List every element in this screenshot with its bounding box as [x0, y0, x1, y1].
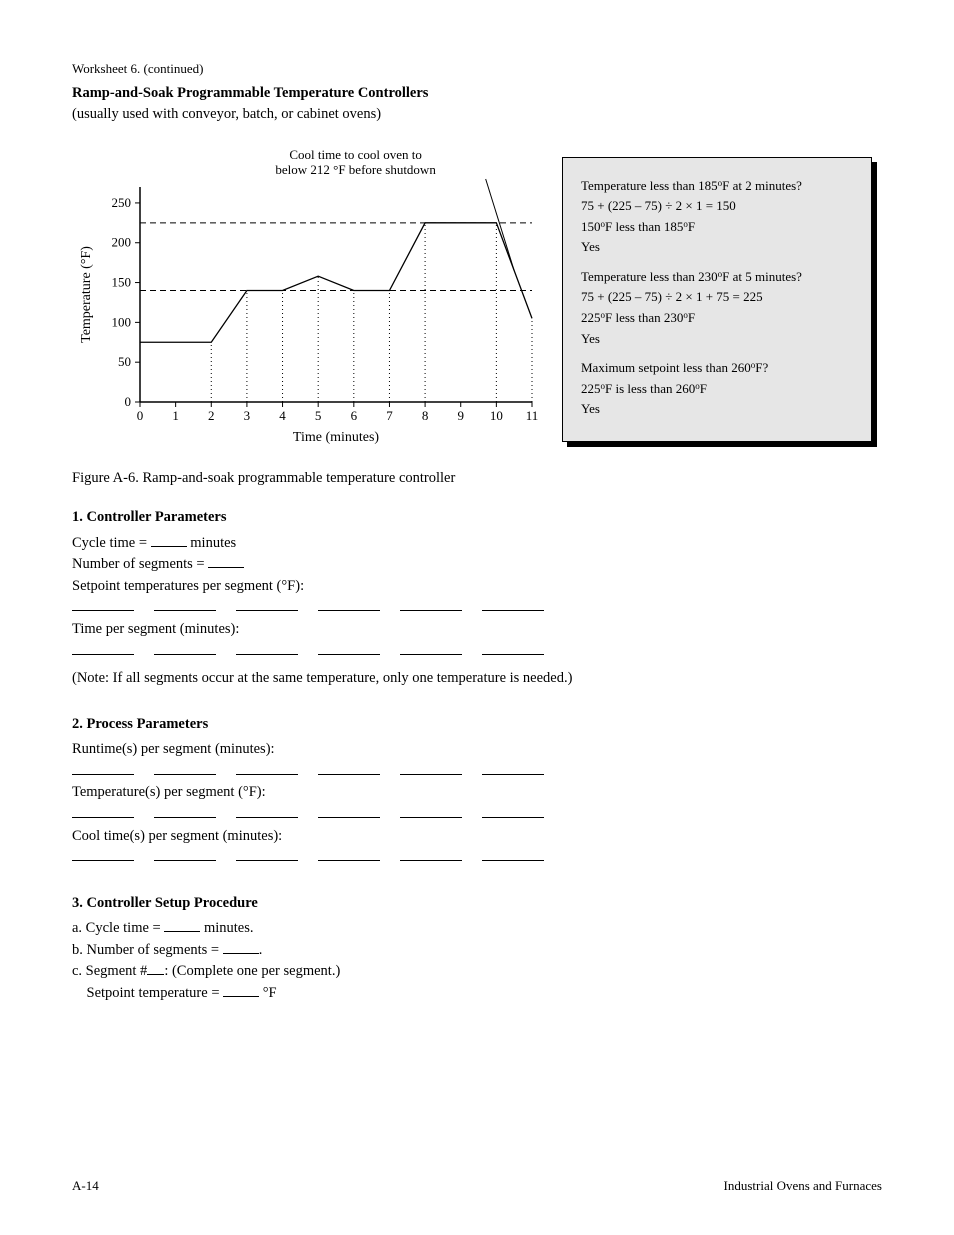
- blank-sp-6[interactable]: [482, 610, 544, 611]
- svg-text:2: 2: [208, 408, 215, 423]
- svg-text:9: 9: [457, 408, 464, 423]
- blank-ct-6[interactable]: [482, 860, 544, 861]
- process-params-section: 2. Process Parameters Runtime(s) per seg…: [72, 715, 882, 868]
- svg-text:3: 3: [244, 408, 251, 423]
- blank-3b[interactable]: [223, 953, 259, 954]
- blank-t-2[interactable]: [154, 654, 216, 655]
- svg-text:8: 8: [422, 408, 429, 423]
- blank-3c-temp[interactable]: [223, 996, 259, 997]
- blank-cycle-time[interactable]: [151, 546, 187, 547]
- page-title: Ramp-and-Soak Programmable Temperature C…: [72, 84, 882, 104]
- controller-params-section: 1. Controller Parameters Cycle time = mi…: [72, 508, 882, 689]
- svg-text:11: 11: [526, 408, 539, 423]
- blank-rt-2[interactable]: [154, 774, 216, 775]
- blank-t-5[interactable]: [400, 654, 462, 655]
- svg-text:below 212 °F before shutdown: below 212 °F before shutdown: [275, 162, 436, 177]
- blank-rt-3[interactable]: [236, 774, 298, 775]
- blank-rt-6[interactable]: [482, 774, 544, 775]
- blank-ct-4[interactable]: [318, 860, 380, 861]
- svg-text:0: 0: [125, 394, 132, 409]
- svg-text:250: 250: [112, 195, 132, 210]
- blank-tp-4[interactable]: [318, 817, 380, 818]
- svg-text:Temperature (°F): Temperature (°F): [79, 245, 94, 342]
- chart-container: Cool time to cool oven tobelow 212 °F be…: [72, 147, 542, 447]
- worksheet-label: Worksheet 6. (continued): [72, 60, 882, 78]
- section-2-head: 2. Process Parameters: [72, 715, 882, 735]
- svg-text:4: 4: [279, 408, 286, 423]
- svg-text:10: 10: [490, 408, 503, 423]
- blank-tp-6[interactable]: [482, 817, 544, 818]
- section-3-head: 3. Controller Setup Procedure: [72, 894, 882, 914]
- figure-row: Cool time to cool oven tobelow 212 °F be…: [72, 147, 882, 447]
- blank-3a[interactable]: [164, 931, 200, 932]
- svg-text:50: 50: [118, 354, 131, 369]
- page-subtitle: (usually used with conveyor, batch, or c…: [72, 105, 882, 125]
- blank-ct-2[interactable]: [154, 860, 216, 861]
- blank-t-6[interactable]: [482, 654, 544, 655]
- blank-rt-4[interactable]: [318, 774, 380, 775]
- calculation-callout: Temperature less than 185oF at 2 minutes…: [562, 157, 872, 442]
- svg-text:5: 5: [315, 408, 322, 423]
- blank-tp-3[interactable]: [236, 817, 298, 818]
- blank-t-4[interactable]: [318, 654, 380, 655]
- section-1-head: 1. Controller Parameters: [72, 508, 882, 528]
- blank-rt-1[interactable]: [72, 774, 134, 775]
- svg-text:7: 7: [386, 408, 393, 423]
- section-1-note: (Note: If all segments occur at the same…: [72, 669, 882, 689]
- figure-caption: Figure A-6. Ramp-and-soak programmable t…: [72, 469, 882, 489]
- footer-page-number: A-14: [72, 1177, 99, 1195]
- blank-tp-1[interactable]: [72, 817, 134, 818]
- blank-rt-5[interactable]: [400, 774, 462, 775]
- blank-num-segments[interactable]: [208, 567, 244, 568]
- blank-tp-5[interactable]: [400, 817, 462, 818]
- blank-sp-3[interactable]: [236, 610, 298, 611]
- blank-ct-1[interactable]: [72, 860, 134, 861]
- svg-text:1: 1: [172, 408, 179, 423]
- svg-text:200: 200: [112, 234, 132, 249]
- blank-t-3[interactable]: [236, 654, 298, 655]
- svg-text:Time (minutes): Time (minutes): [293, 430, 380, 445]
- blank-sp-2[interactable]: [154, 610, 216, 611]
- blank-ct-5[interactable]: [400, 860, 462, 861]
- controller-setup-section: 3. Controller Setup Procedure a. Cycle t…: [72, 894, 882, 1004]
- blank-sp-4[interactable]: [318, 610, 380, 611]
- blank-tp-2[interactable]: [154, 817, 216, 818]
- footer-doc-title: Industrial Ovens and Furnaces: [724, 1177, 883, 1195]
- ramp-soak-chart: Cool time to cool oven tobelow 212 °F be…: [72, 147, 542, 447]
- blank-sp-5[interactable]: [400, 610, 462, 611]
- blank-3c-seg[interactable]: [147, 974, 164, 975]
- svg-text:6: 6: [351, 408, 358, 423]
- blank-sp-1[interactable]: [72, 610, 134, 611]
- svg-text:0: 0: [137, 408, 144, 423]
- blank-t-1[interactable]: [72, 654, 134, 655]
- svg-text:100: 100: [112, 314, 132, 329]
- svg-text:150: 150: [112, 274, 132, 289]
- blank-ct-3[interactable]: [236, 860, 298, 861]
- svg-text:Cool time to cool oven to: Cool time to cool oven to: [289, 147, 422, 162]
